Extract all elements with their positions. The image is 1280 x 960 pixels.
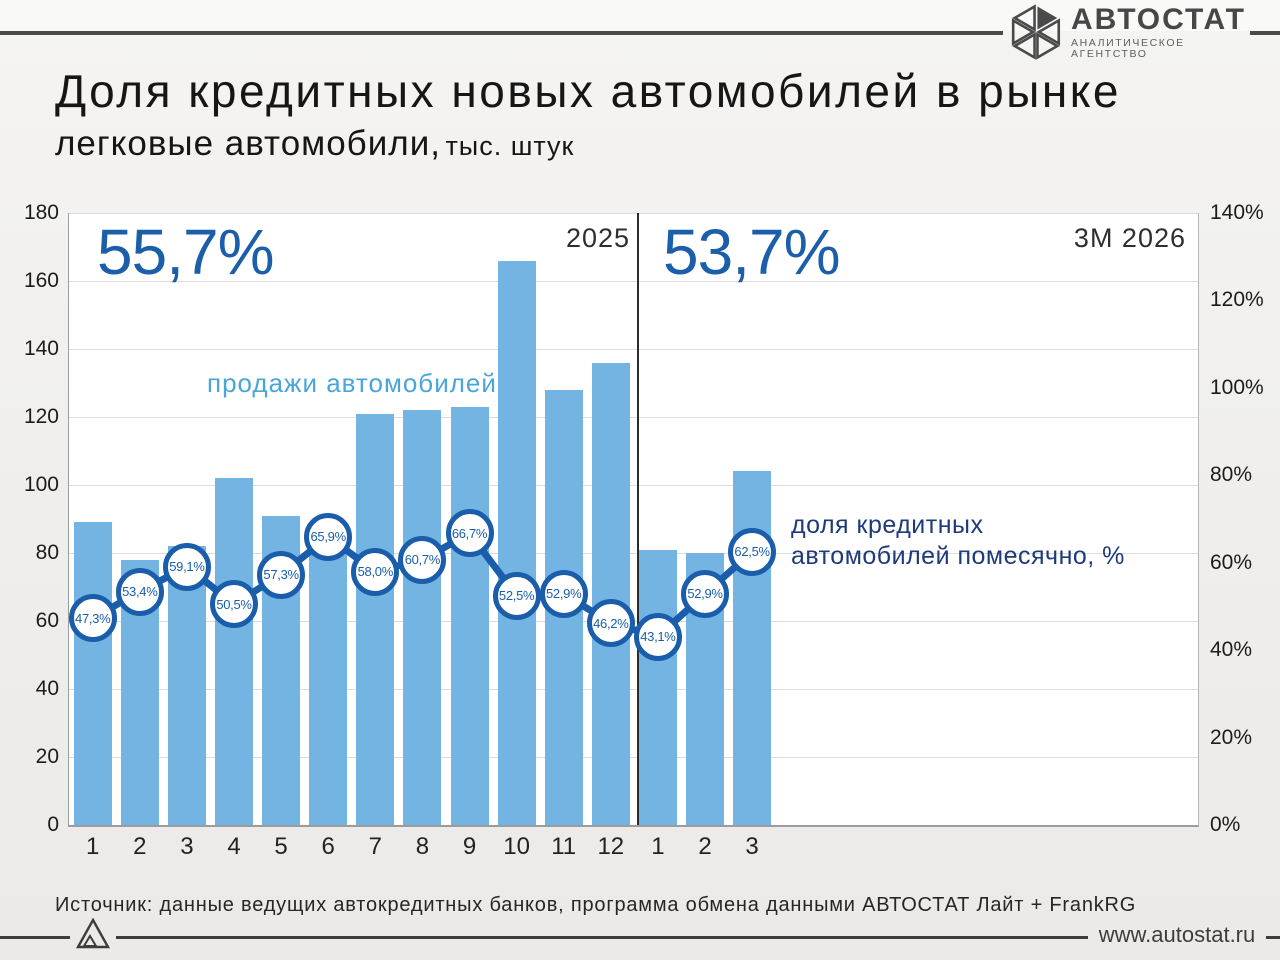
bottom-divider-line (0, 936, 1280, 939)
credit-share-marker-2025-m6: 65,9% (304, 512, 353, 561)
right-axis-tick-label: 80% (1210, 463, 1253, 487)
period-label-3m2026: 3M 2026 (1073, 223, 1186, 253)
credit-share-marker-2025-m7: 58,0% (351, 547, 400, 596)
credit-share-marker-2025-m5: 57,3% (257, 550, 306, 599)
month-label: 6 (321, 833, 335, 860)
month-label: 4 (227, 833, 241, 860)
gridline (69, 281, 1198, 282)
month-label: 11 (551, 833, 577, 860)
top-strip (0, 0, 1280, 31)
right-axis-tick-label: 0% (1210, 813, 1241, 836)
year-separator-line (637, 213, 640, 825)
credit-share-marker-2025-m1: 47,3% (68, 594, 117, 643)
line-series-label: доля кредитных автомобилей помесячно, % (791, 510, 1125, 573)
credit-share-marker-3M2026-m2: 52,9% (681, 569, 729, 618)
sales-bar-2025-m4 (215, 478, 253, 825)
avg-share-3m2026: 53,7% (663, 216, 840, 288)
logo-subtext: АНАЛИТИЧЕСКОЕ АГЕНТСТВО (1071, 37, 1185, 60)
avg-share-2025: 55,7% (97, 216, 274, 288)
month-label: 12 (597, 833, 625, 860)
sales-bar-2025-m1 (73, 522, 112, 825)
month-label: 1 (651, 833, 665, 860)
gridline (69, 349, 1198, 350)
subtitle-main: легковые автомобили, (55, 124, 441, 163)
website-label: www.autostat.ru (1088, 922, 1266, 948)
month-label: 7 (368, 833, 382, 860)
right-axis-tick-label: 100% (1210, 375, 1264, 399)
credit-share-marker-2025-m11: 52,9% (539, 569, 588, 618)
sales-bar-2025-m9 (450, 406, 489, 825)
triangle-badge (70, 917, 116, 955)
right-axis-tick-label: 20% (1210, 725, 1253, 749)
month-label: 5 (274, 833, 288, 860)
credit-share-marker-2025-m12: 46,2% (586, 599, 635, 647)
credit-share-marker-2025-m2: 53,4% (115, 567, 164, 616)
credit-share-marker-2025-m8: 60,7% (398, 535, 447, 584)
month-label: 2 (133, 833, 147, 860)
chart-plot-area: 47,3% 53,4% 59,1% 50,5% 57,3% 65,9% 58,0% 60,7%… (24, 201, 1264, 860)
right-axis-tick-label: 120% (1210, 288, 1264, 312)
page-title: Доля кредитных новых автомобилей в рынке (55, 65, 1121, 117)
gridline (69, 757, 1198, 758)
month-label: 1 (86, 833, 100, 860)
gridline (69, 689, 1198, 690)
right-axis-tick-label: 140% (1210, 201, 1264, 224)
credit-share-marker-2025-m10: 52,5% (492, 571, 541, 620)
left-axis-tick-label: 40 (35, 677, 59, 700)
left-axis-tick-label: 0 (47, 813, 59, 836)
left-axis-tick-label: 60 (35, 609, 59, 632)
month-label: 3 (745, 833, 759, 860)
left-axis-tick-label: 120 (23, 405, 59, 428)
autostat-logo-icon (1011, 4, 1061, 60)
top-divider-line (0, 31, 1003, 35)
page-subtitle: легковые автомобили, тыс. штук (55, 124, 574, 164)
left-axis-tick-label: 80 (35, 541, 59, 564)
sales-bar-2025-m6 (309, 529, 348, 825)
subtitle-unit: тыс. штук (445, 131, 575, 161)
left-axis-tick-label: 180 (23, 201, 59, 224)
credit-share-marker-2025-m4: 50,5% (210, 580, 258, 629)
source-note: Источник: данные ведущих автокредитных б… (55, 894, 1137, 916)
sales-bar-2025-m10 (497, 260, 536, 825)
month-label: 9 (462, 833, 477, 860)
left-axis-tick-label: 140 (23, 337, 59, 360)
left-axis-tick-label: 20 (35, 745, 59, 768)
month-label: 10 (503, 833, 530, 860)
month-label: 2 (698, 833, 712, 860)
sales-bar-2025-m8 (403, 410, 442, 825)
sales-bar-2025-m7 (356, 413, 395, 825)
month-label: 3 (180, 833, 194, 860)
period-label-2025: 2025 (566, 223, 631, 253)
left-axis-tick-label: 100 (23, 473, 59, 496)
line-series-label-line1: доля кредитных (791, 511, 984, 539)
gridline (69, 553, 1198, 554)
credit-share-marker-2025-m9: 66,7% (445, 509, 494, 558)
left-axis-tick-label: 160 (23, 269, 59, 292)
sales-bar-2025-m12 (591, 362, 630, 825)
bars-series-label: продажи автомобилей (207, 368, 497, 398)
credit-share-marker-2025-m3: 59,1% (162, 542, 211, 591)
top-divider-line-right (1250, 31, 1280, 35)
month-label: 8 (415, 833, 430, 860)
autostat-logo: АВТОСТАТ АНАЛИТИЧЕСКОЕ АГЕНТСТВО (1005, 3, 1265, 61)
gridline (69, 417, 1198, 418)
right-axis-tick-label: 60% (1210, 550, 1253, 574)
credit-share-marker-3M2026-m3: 62,5% (728, 527, 777, 576)
logo-text: АВТОСТАТ (1071, 3, 1246, 36)
gridline (69, 213, 1198, 214)
gridline (69, 485, 1198, 486)
credit-share-marker-3M2026-m1: 43,1% (633, 612, 682, 661)
sales-bar-3M2026-m1 (638, 549, 677, 825)
triangle-icon (75, 917, 111, 949)
right-axis-tick-label: 40% (1210, 638, 1253, 662)
sales-bar-2025-m3 (167, 546, 206, 825)
line-series-label-line2: автомобилей помесячно, % (791, 542, 1125, 571)
